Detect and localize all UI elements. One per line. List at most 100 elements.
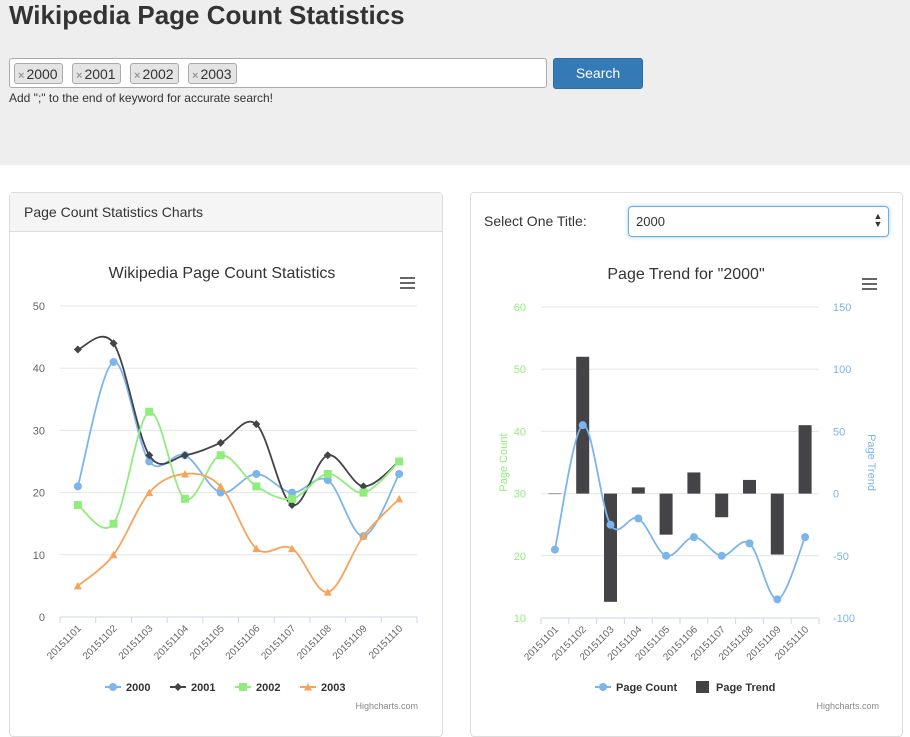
series-page-trend bbox=[548, 356, 812, 602]
remove-tag-icon[interactable]: × bbox=[18, 70, 25, 82]
y-left-tick-label: 20 bbox=[514, 551, 526, 563]
series-2003 bbox=[73, 469, 404, 596]
x-tick-label: 20151104 bbox=[152, 623, 191, 662]
page-trend-chart: Page Trend for "2000" 10 20 30 40 50 60 -100 -5… bbox=[498, 266, 879, 711]
series-line bbox=[554, 424, 806, 601]
data-point bbox=[216, 488, 225, 497]
y-right-axis-title: Page Trend bbox=[865, 434, 877, 491]
y-right-tick-label: 0 bbox=[833, 489, 839, 501]
selected-title: 2000 bbox=[636, 214, 665, 229]
header-area: Wikipedia Page Count Statistics × 2000 × 2… bbox=[0, 0, 910, 165]
legend-item-page-count: Page Count bbox=[595, 682, 677, 694]
y-left-axis-title: Page Count bbox=[498, 433, 510, 491]
search-hint: Add ";" to the end of keyword for accura… bbox=[9, 91, 273, 105]
trend-bar bbox=[659, 493, 673, 535]
data-point bbox=[745, 539, 754, 548]
keyword-tag-input[interactable]: × 2000 × 2001 × 2002 × 2003 bbox=[9, 58, 547, 88]
data-point bbox=[801, 533, 810, 542]
series-2000 bbox=[73, 357, 404, 541]
data-point bbox=[73, 501, 82, 510]
y-left-tick-label: 30 bbox=[514, 489, 526, 501]
data-point bbox=[288, 544, 297, 553]
data-point bbox=[252, 469, 261, 478]
data-point bbox=[145, 488, 154, 497]
tag-2000[interactable]: × 2000 bbox=[14, 63, 63, 84]
tag-2001[interactable]: × 2001 bbox=[72, 63, 121, 84]
data-point bbox=[145, 451, 154, 460]
legend-label: 2001 bbox=[191, 682, 215, 694]
data-point bbox=[323, 588, 332, 596]
data-point bbox=[359, 488, 368, 497]
data-point bbox=[252, 420, 261, 429]
page-count-line-chart: Wikipedia Page Count Statistics 0 10 20 30 4… bbox=[33, 265, 418, 711]
data-point bbox=[395, 469, 404, 478]
y-tick-label: 40 bbox=[33, 363, 45, 375]
legend-marker bbox=[109, 683, 117, 691]
y-right-tick-label: -50 bbox=[833, 551, 849, 563]
select-title-label: Select One Title: bbox=[484, 213, 587, 229]
legend-label: 2002 bbox=[256, 682, 280, 694]
y-right-tick-label: 50 bbox=[833, 426, 845, 438]
remove-tag-icon[interactable]: × bbox=[76, 70, 83, 82]
legend-label: Page Count bbox=[616, 682, 677, 694]
legend-item-2003: 2003 bbox=[300, 682, 345, 694]
data-point bbox=[73, 581, 82, 590]
x-tick-label: 20151107 bbox=[259, 623, 298, 662]
remove-tag-icon[interactable]: × bbox=[134, 70, 141, 82]
data-point bbox=[252, 482, 261, 491]
data-point bbox=[252, 544, 261, 553]
data-point bbox=[145, 457, 154, 466]
data-point bbox=[216, 451, 225, 460]
page-title: Wikipedia Page Count Statistics bbox=[9, 0, 405, 30]
search-button[interactable]: Search bbox=[553, 58, 643, 89]
data-point bbox=[109, 550, 118, 559]
x-tick-label: 20151102 bbox=[81, 623, 120, 662]
x-tick-label: 20151110 bbox=[367, 623, 405, 661]
panel-heading: Page Count Statistics Charts bbox=[10, 193, 442, 232]
trend-bar bbox=[770, 493, 784, 555]
y-tick-label: 0 bbox=[39, 612, 45, 624]
data-point bbox=[109, 339, 118, 348]
y-left-tick-label: 40 bbox=[514, 426, 526, 438]
data-point bbox=[73, 482, 82, 491]
tag-2002[interactable]: × 2002 bbox=[130, 63, 179, 84]
data-point bbox=[288, 494, 297, 503]
credits-link: Highcharts.com bbox=[355, 701, 418, 711]
x-tick-label: 20151109 bbox=[331, 623, 370, 662]
data-point bbox=[773, 595, 782, 604]
data-point bbox=[109, 519, 118, 528]
data-point bbox=[180, 469, 189, 478]
series-line bbox=[77, 472, 400, 594]
data-point bbox=[180, 451, 189, 460]
x-tick-label: 20151106 bbox=[224, 623, 263, 662]
series-page-count bbox=[550, 421, 810, 604]
y-left-tick-label: 10 bbox=[514, 613, 526, 625]
data-point bbox=[216, 438, 225, 447]
trend-bar bbox=[715, 493, 729, 518]
trend-bar bbox=[798, 425, 812, 494]
tag-2003[interactable]: × 2003 bbox=[188, 63, 237, 84]
legend-marker bbox=[239, 683, 247, 691]
data-point bbox=[717, 551, 726, 560]
statistics-panel: Page Count Statistics Charts Wikipedia P… bbox=[9, 192, 443, 737]
x-tick-label: 20151105 bbox=[188, 623, 227, 662]
data-point bbox=[288, 488, 297, 497]
series-2001 bbox=[73, 335, 404, 510]
data-point bbox=[109, 357, 118, 366]
data-point bbox=[180, 494, 189, 503]
legend-marker bbox=[304, 683, 312, 691]
series-line bbox=[77, 335, 400, 506]
y-tick-label: 10 bbox=[33, 550, 45, 562]
remove-tag-icon[interactable]: × bbox=[192, 70, 199, 82]
legend-item-2000: 2000 bbox=[105, 682, 150, 694]
title-select[interactable]: 2000 ▲▼ bbox=[628, 206, 889, 237]
chart-menu-icon[interactable] bbox=[400, 277, 415, 292]
trend-bar bbox=[604, 493, 617, 602]
chart-menu-icon[interactable] bbox=[862, 278, 877, 293]
chart-title: Page Trend for "2000" bbox=[607, 266, 764, 283]
data-point bbox=[216, 482, 225, 490]
data-point bbox=[323, 476, 332, 485]
series-line bbox=[76, 361, 400, 538]
data-point bbox=[323, 451, 332, 460]
trend-panel: Select One Title: 2000 ▲▼ Page Trend for… bbox=[470, 192, 903, 737]
